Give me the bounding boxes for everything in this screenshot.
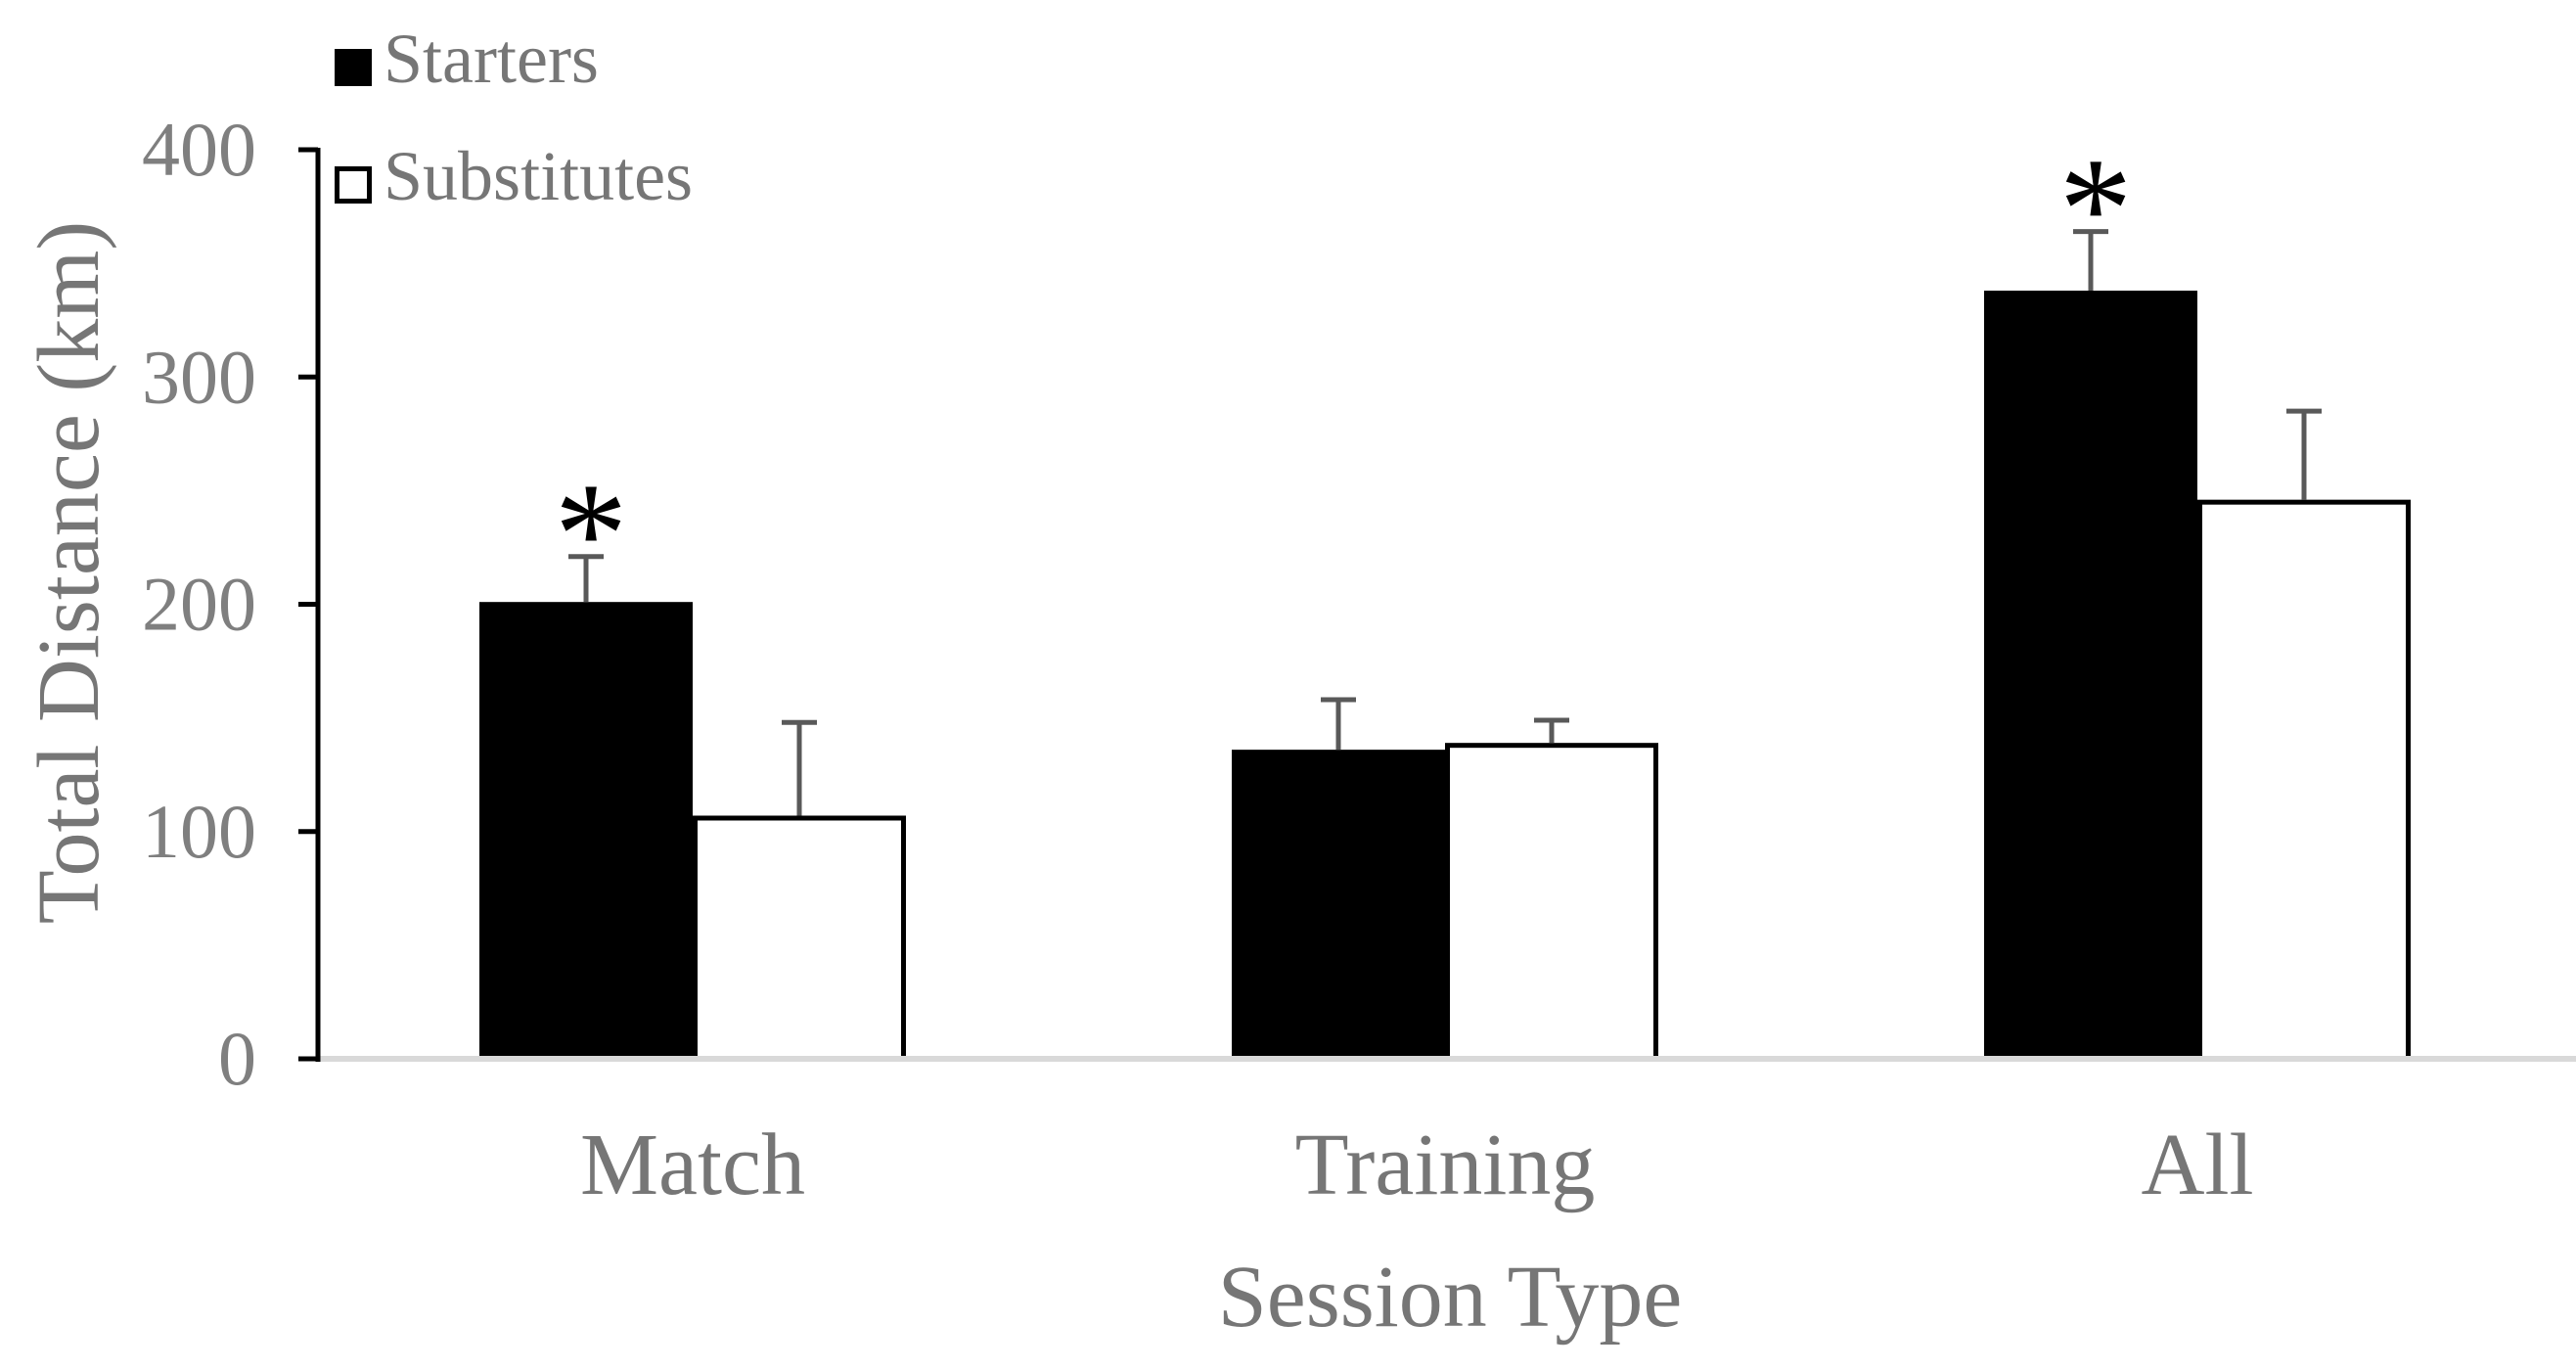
y-tick-label: 400 xyxy=(142,107,256,192)
y-axis-title: Total Distance (km) xyxy=(21,221,117,924)
bar-training-substitutes xyxy=(1445,743,1658,1062)
error-bar-all-substitutes xyxy=(2286,408,2322,500)
significance-layer: ** xyxy=(555,128,2133,616)
error-bar-training-starters xyxy=(1321,697,1356,751)
legend: Starters Substitutes xyxy=(335,20,693,215)
y-tick-label: 200 xyxy=(142,562,256,647)
error-bar-match-starters xyxy=(568,554,604,603)
bar-all-substitutes xyxy=(2197,499,2411,1062)
y-tick-label: 300 xyxy=(142,334,256,419)
error-bar-match-substitutes xyxy=(782,719,817,816)
bar-match-starters xyxy=(479,602,693,1059)
y-tick-label: 0 xyxy=(218,1016,256,1101)
error-bars-layer xyxy=(568,229,2322,816)
error-bar-training-substitutes xyxy=(1534,717,1569,744)
bars-layer xyxy=(479,290,2411,1062)
legend-swatch xyxy=(335,49,372,86)
x-category-label: All xyxy=(2141,1117,2253,1213)
y-tick-label: 100 xyxy=(142,789,256,874)
error-bar-all-starters xyxy=(2073,229,2108,291)
bar-all-starters xyxy=(1984,290,2197,1059)
x-axis-title: Session Type xyxy=(1218,1249,1683,1346)
bar-training-starters xyxy=(1232,750,1445,1059)
y-ticks-layer: 0 100 200 300 400 xyxy=(142,107,318,1101)
legend-swatch xyxy=(335,166,372,204)
legend-label: Substitutes xyxy=(384,137,693,215)
x-category-label: Training xyxy=(1295,1117,1596,1213)
x-category-label: Match xyxy=(580,1117,805,1213)
legend-item-starters: Starters xyxy=(335,20,599,98)
significance-marker: * xyxy=(555,453,628,616)
bar-match-substitutes xyxy=(693,815,906,1062)
significance-marker: * xyxy=(2059,128,2133,291)
x-categories-layer: Match Training All xyxy=(580,1117,2253,1213)
legend-label: Starters xyxy=(384,20,599,98)
legend-item-substitutes: Substitutes xyxy=(335,137,693,215)
